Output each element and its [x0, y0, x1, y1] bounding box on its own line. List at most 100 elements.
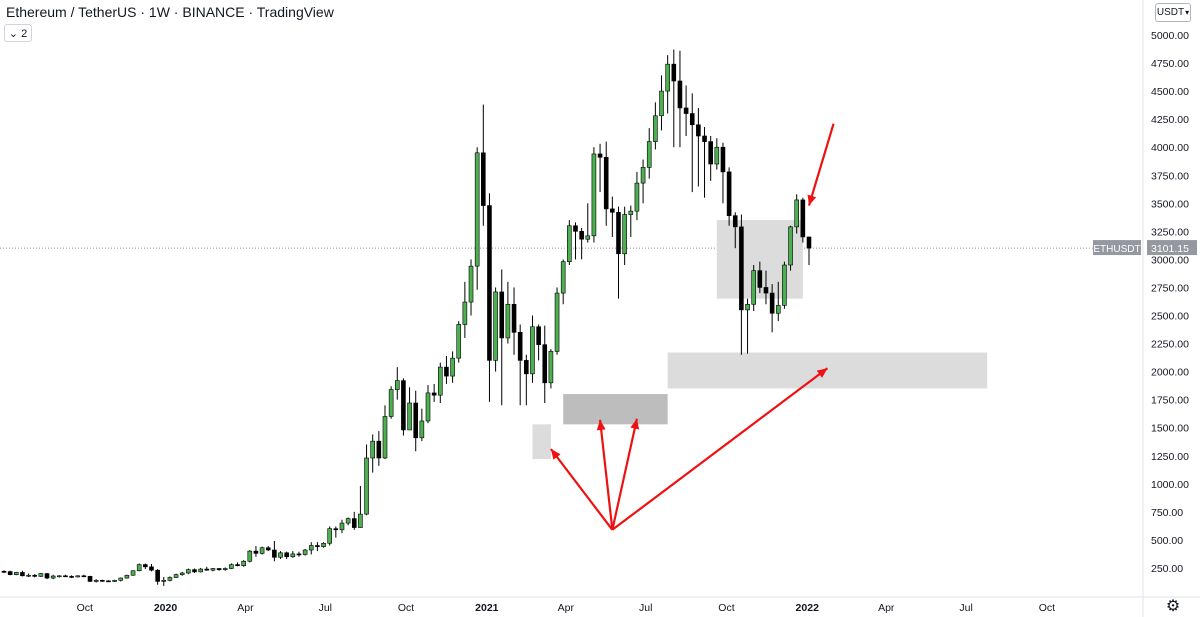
- candle: [296, 551, 302, 557]
- candle: [653, 102, 658, 150]
- bear-candle-body: [696, 124, 701, 137]
- bear-candle-body: [431, 392, 437, 396]
- candle: [216, 567, 222, 571]
- bull-candle-body: [302, 549, 308, 555]
- candle: [456, 321, 462, 363]
- candle: [677, 50, 683, 148]
- bear-candle-body: [315, 545, 320, 547]
- candle: [517, 324, 523, 406]
- bear-candle-body: [487, 205, 492, 361]
- gear-icon[interactable]: ⚙: [1165, 598, 1181, 615]
- price-tick-label: 250.00: [1151, 563, 1183, 575]
- annotation-arrow: [550, 448, 614, 531]
- bull-candle-body: [462, 301, 468, 325]
- candle: [112, 579, 117, 582]
- support-zone: [667, 352, 988, 389]
- bull-candle-body: [394, 380, 400, 390]
- candle: [204, 566, 210, 571]
- candle: [173, 573, 179, 579]
- candle: [745, 298, 750, 354]
- candle: [671, 49, 677, 148]
- candle: [50, 574, 56, 580]
- bull-candle-body: [388, 389, 394, 417]
- bear-candle-body: [597, 153, 603, 158]
- price-tick-label: 4500.00: [1151, 86, 1189, 98]
- bear-candle-body: [499, 291, 505, 339]
- candle: [106, 580, 111, 583]
- bull-candle-body: [210, 568, 216, 571]
- bear-candle-body: [253, 550, 259, 554]
- annotation-arrow: [596, 419, 614, 530]
- candle: [198, 567, 203, 573]
- legend-toggle-button[interactable]: ⌄ 2: [4, 24, 32, 42]
- candle: [69, 575, 74, 579]
- bear-candle-body: [1, 571, 7, 573]
- candle: [339, 519, 345, 534]
- bull-candle-body: [364, 457, 369, 515]
- symbol-label: ETHUSDT: [1093, 244, 1140, 255]
- candle: [806, 236, 812, 266]
- support-zone: [532, 424, 551, 460]
- chevron-down-icon: ▾: [1185, 8, 1190, 17]
- bear-candle-body: [204, 568, 210, 571]
- bear-candle-body: [333, 528, 339, 531]
- bear-candle-body: [155, 569, 160, 582]
- bear-candle-body: [671, 63, 677, 82]
- annotation-arrow: [611, 418, 640, 531]
- bear-candle-body: [732, 215, 738, 228]
- bear-candle-body: [524, 360, 529, 375]
- bull-candle-body: [50, 575, 56, 579]
- arrow-shaft: [611, 418, 639, 531]
- candle: [284, 551, 289, 559]
- bull-candle-body: [425, 392, 431, 422]
- candle: [235, 562, 240, 567]
- candle: [358, 486, 363, 528]
- bear-candle-body: [481, 152, 486, 206]
- bear-candle-body: [542, 344, 548, 384]
- arrow-head: [550, 449, 561, 460]
- candle: [75, 575, 81, 578]
- bull-candle-body: [653, 115, 658, 142]
- bull-candle-body: [124, 574, 130, 579]
- bear-candle-body: [763, 287, 769, 294]
- bear-candle-body: [44, 573, 50, 579]
- candle: [124, 574, 130, 579]
- bear-candle-body: [63, 575, 68, 578]
- candle: [597, 143, 603, 193]
- candle: [573, 222, 578, 260]
- bear-candle-body: [7, 571, 13, 575]
- candle: [382, 405, 388, 460]
- bear-candle-body: [413, 402, 419, 439]
- candle: [622, 206, 627, 266]
- candle: [732, 212, 738, 249]
- price-tick-label: 2500.00: [1151, 311, 1189, 323]
- candle: [591, 147, 597, 243]
- candle: [579, 227, 584, 260]
- bull-candle-body: [247, 550, 253, 562]
- candle: [751, 265, 756, 312]
- price-tick-label: 2000.00: [1151, 367, 1189, 379]
- candle: [345, 517, 351, 526]
- bull-candle-body: [93, 579, 99, 582]
- bull-candle-body: [468, 265, 474, 303]
- bear-candle-body: [444, 366, 449, 377]
- candle: [487, 193, 492, 402]
- bear-candle-body: [689, 113, 695, 126]
- arrow-head: [630, 418, 640, 430]
- candle: [560, 259, 566, 305]
- candle: [44, 572, 50, 580]
- bear-candle-body: [100, 579, 105, 582]
- candle: [210, 567, 216, 572]
- bull-candle-body: [136, 564, 142, 572]
- bull-candle-body: [173, 574, 179, 578]
- candle: [315, 542, 320, 552]
- bear-candle-body: [683, 107, 689, 114]
- bear-candle-body: [800, 199, 806, 238]
- time-tick-label: Jul: [959, 602, 972, 614]
- candle: [118, 577, 124, 582]
- currency-dropdown[interactable]: USDT ▾: [1155, 3, 1191, 22]
- bull-candle-body: [665, 63, 670, 92]
- candle: [13, 571, 19, 576]
- arrow-shaft: [598, 419, 614, 530]
